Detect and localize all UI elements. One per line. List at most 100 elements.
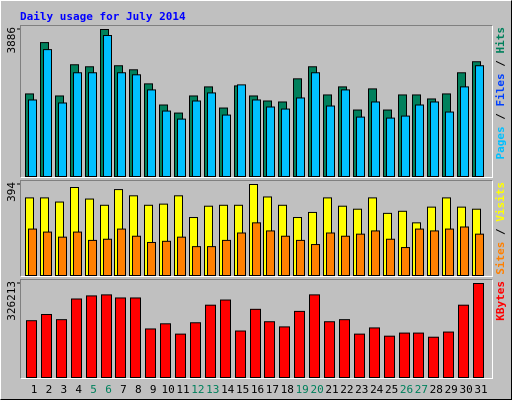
bar bbox=[309, 294, 320, 379]
x-tick-label: 23 bbox=[355, 383, 368, 396]
bar bbox=[117, 72, 126, 177]
bar bbox=[445, 111, 454, 177]
x-tick-label: 11 bbox=[176, 383, 189, 396]
legend: Pages / Files / Hits bbox=[494, 27, 507, 160]
bar bbox=[86, 295, 97, 379]
bar bbox=[311, 72, 320, 177]
legend-separator: / bbox=[494, 54, 507, 74]
x-tick-label: 3 bbox=[60, 383, 67, 396]
bar bbox=[28, 228, 37, 276]
bar bbox=[88, 72, 97, 177]
legend-entry: KBytes bbox=[494, 281, 507, 321]
bar bbox=[222, 114, 231, 177]
x-tick-label: 16 bbox=[251, 383, 264, 396]
bar bbox=[237, 84, 246, 177]
bar bbox=[264, 321, 275, 379]
bar bbox=[147, 89, 156, 177]
x-tick-label: 15 bbox=[236, 383, 249, 396]
x-tick-label: 22 bbox=[340, 383, 353, 396]
bar bbox=[103, 35, 112, 178]
bar bbox=[220, 299, 231, 378]
bar bbox=[354, 333, 365, 379]
panel-edge bbox=[20, 180, 493, 277]
bar bbox=[162, 240, 171, 276]
bar bbox=[443, 331, 454, 379]
bar bbox=[41, 313, 52, 378]
bar bbox=[341, 89, 350, 177]
x-tick-label: 25 bbox=[385, 383, 398, 396]
bar bbox=[401, 247, 410, 276]
x-tick-label: 29 bbox=[445, 383, 458, 396]
bar bbox=[415, 104, 424, 177]
bar bbox=[371, 230, 380, 276]
bar bbox=[43, 49, 52, 177]
bar bbox=[132, 235, 141, 276]
x-tick-label: 28 bbox=[430, 383, 443, 396]
bar bbox=[430, 230, 439, 276]
bar bbox=[177, 118, 186, 177]
x-tick-label: 20 bbox=[310, 383, 323, 396]
bar bbox=[43, 231, 52, 276]
bar bbox=[160, 323, 171, 378]
bar bbox=[28, 99, 37, 177]
bar bbox=[58, 102, 67, 177]
bar bbox=[192, 100, 201, 177]
bar bbox=[475, 65, 484, 177]
bar bbox=[294, 310, 305, 379]
bar bbox=[222, 239, 231, 276]
bar bbox=[399, 332, 410, 378]
bar bbox=[339, 319, 350, 378]
x-tick-label: 17 bbox=[266, 383, 279, 396]
bar bbox=[177, 236, 186, 276]
bar bbox=[445, 228, 454, 276]
bar bbox=[384, 335, 395, 378]
bar bbox=[56, 319, 67, 378]
bar bbox=[175, 333, 186, 379]
y-tick-label: 394 bbox=[5, 182, 18, 202]
bar bbox=[205, 304, 216, 379]
bar bbox=[413, 332, 424, 378]
bar bbox=[326, 105, 335, 177]
bar bbox=[192, 246, 201, 276]
bar bbox=[430, 101, 439, 177]
bar bbox=[296, 97, 305, 177]
legend-entry: Pages bbox=[494, 126, 507, 159]
legend-entry: Visits bbox=[494, 182, 507, 222]
chart-title: Daily usage for July 2014 bbox=[20, 10, 186, 23]
bar bbox=[115, 297, 126, 379]
legend-separator: / bbox=[494, 222, 507, 242]
bar bbox=[58, 236, 67, 276]
bar bbox=[71, 298, 82, 379]
x-tick-label: 21 bbox=[325, 383, 338, 396]
x-tick-label: 13 bbox=[206, 383, 219, 396]
legend-entry: Files bbox=[494, 73, 507, 106]
bar bbox=[190, 322, 201, 379]
x-tick-label: 12 bbox=[191, 383, 204, 396]
bar bbox=[475, 233, 484, 277]
x-tick-label: 9 bbox=[150, 383, 157, 396]
bar bbox=[458, 304, 469, 379]
bar bbox=[73, 231, 82, 276]
bar bbox=[103, 238, 112, 276]
x-tick-label: 18 bbox=[281, 383, 294, 396]
bar bbox=[386, 117, 395, 178]
bar bbox=[341, 235, 350, 276]
x-tick-label: 10 bbox=[161, 383, 174, 396]
x-tick-label: 1 bbox=[31, 383, 38, 396]
legend-entry: Hits bbox=[494, 27, 507, 54]
x-tick-label: 30 bbox=[459, 383, 472, 396]
bar bbox=[460, 226, 469, 277]
bar bbox=[324, 321, 335, 379]
bar bbox=[296, 239, 305, 276]
panel-edge bbox=[20, 279, 493, 379]
bar bbox=[460, 86, 469, 177]
x-tick-label: 27 bbox=[415, 383, 428, 396]
bar bbox=[369, 327, 380, 378]
bar bbox=[266, 230, 275, 276]
bar bbox=[237, 232, 246, 276]
x-tick-label: 6 bbox=[105, 383, 112, 396]
bar bbox=[207, 92, 216, 177]
bar bbox=[311, 244, 320, 277]
bar bbox=[356, 116, 365, 177]
